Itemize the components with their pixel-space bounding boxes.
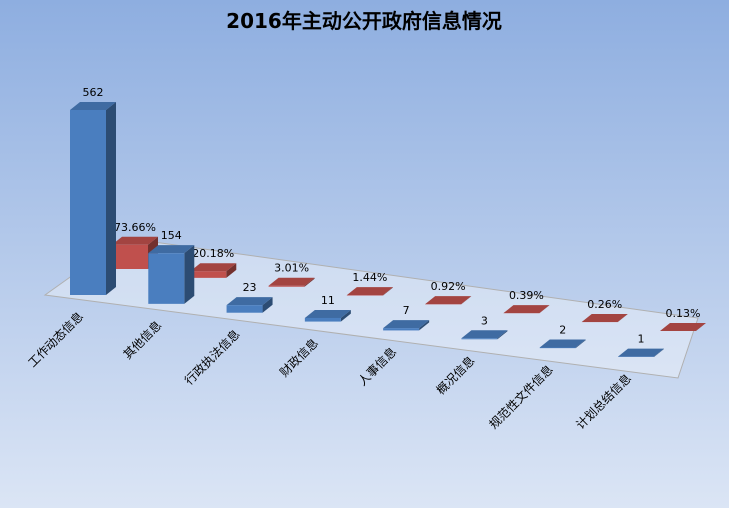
bar-top (148, 245, 195, 254)
data-label: 73.66% (114, 221, 156, 234)
bar-front (383, 328, 420, 331)
bar-side (461, 296, 472, 305)
bar-top (304, 309, 351, 318)
data-label: 3.01% (274, 262, 309, 275)
bar-top (70, 102, 116, 110)
bar-side (539, 305, 550, 314)
bar (425, 296, 472, 305)
bar-side (184, 245, 195, 304)
data-label: 0.39% (509, 289, 544, 302)
bar (304, 309, 351, 322)
bar (346, 287, 393, 296)
bar-top (539, 339, 586, 348)
bar-side (106, 102, 116, 295)
data-label: 0.92% (431, 280, 466, 293)
plot-area: 73.66% 20.18% 3.01% 1.44% 0.92% 0.39% 0.26% 0.1… (25, 86, 706, 432)
bar (190, 263, 237, 278)
bar-side (696, 322, 706, 331)
data-label: 20.18% (192, 247, 234, 260)
bar (268, 277, 315, 287)
bar (618, 348, 664, 357)
bar-side (654, 348, 664, 357)
bar-front (190, 271, 227, 278)
bar (581, 314, 628, 323)
bar-top (461, 330, 508, 339)
data-label: 11 (321, 294, 335, 307)
bar (226, 297, 273, 313)
bar-front (148, 253, 185, 304)
bar-top (618, 348, 664, 357)
bar-top (425, 296, 472, 305)
bar (70, 102, 116, 295)
bar-front (304, 317, 341, 322)
bar (148, 245, 195, 304)
data-label: 3 (481, 314, 488, 327)
bar-side (497, 330, 508, 340)
data-label: 154 (161, 229, 182, 242)
bar-top (581, 314, 628, 323)
bar (383, 320, 430, 331)
data-label: 1 (638, 333, 645, 346)
bar-top (503, 305, 550, 314)
data-label: 562 (83, 86, 104, 99)
bar-top (226, 297, 273, 306)
bar-side (340, 309, 351, 322)
bar-front (539, 347, 576, 349)
bar-top (346, 287, 393, 296)
bar (503, 305, 550, 314)
data-label: 1.44% (352, 271, 387, 284)
data-label: 2 (559, 323, 566, 336)
bar-side (304, 277, 315, 287)
data-label: 0.13% (666, 307, 701, 320)
bar-side (419, 320, 430, 331)
data-label: 0.26% (587, 298, 622, 311)
bar-side (382, 287, 393, 296)
chart-title: 2016年主动公开政府信息情况 (226, 9, 502, 33)
bar-front (268, 285, 305, 287)
bar-side (575, 339, 586, 349)
bar-top (383, 320, 430, 329)
bar-top (660, 322, 706, 331)
bar (660, 322, 706, 331)
bar-front (112, 244, 148, 269)
data-label: 23 (243, 281, 257, 294)
bar (461, 330, 508, 340)
bar-top (268, 277, 315, 286)
data-label: 7 (403, 304, 410, 317)
bar-front (226, 305, 263, 313)
bar-side (226, 263, 237, 278)
bar-top (112, 236, 158, 245)
bar-front (461, 338, 498, 340)
bar (539, 339, 586, 349)
bar-side (617, 314, 628, 323)
bar-top (190, 263, 237, 272)
bar-side (262, 297, 273, 313)
bar-front (70, 110, 106, 295)
